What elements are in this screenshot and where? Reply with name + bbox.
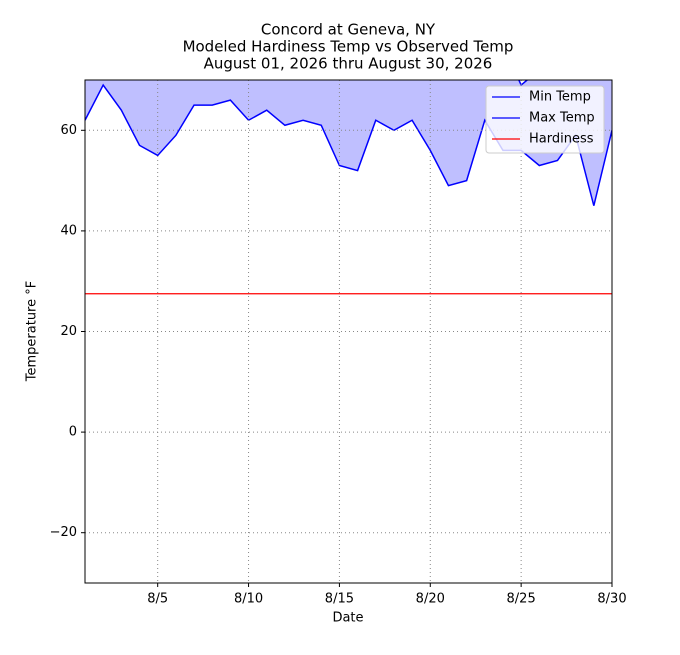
y-tick-label: −20 xyxy=(50,525,77,540)
y-tick-label: 0 xyxy=(69,425,77,440)
y-tick-label: 60 xyxy=(60,123,77,138)
x-tick-label: 8/20 xyxy=(416,592,445,607)
x-tick-label: 8/25 xyxy=(507,592,536,607)
chart-title: Concord at Geneva, NY xyxy=(261,21,436,39)
axes-frame xyxy=(84,79,613,584)
legend-box xyxy=(485,85,605,154)
x-tick-label: 8/30 xyxy=(597,592,626,607)
x-axis-label: Date xyxy=(332,611,363,626)
fill-between xyxy=(85,80,612,206)
legend-label: Hardiness xyxy=(529,132,594,147)
line xyxy=(518,80,529,87)
x-tick-label: 8/5 xyxy=(147,592,168,607)
chart-title: Modeled Hardiness Temp vs Observed Temp xyxy=(183,38,514,56)
y-tick-label: 20 xyxy=(60,324,77,339)
legend-label: Max Temp xyxy=(529,111,595,126)
x-tick-label: 8/15 xyxy=(325,592,354,607)
x-tick-label: 8/10 xyxy=(234,592,263,607)
legend-label: Min Temp xyxy=(529,90,591,105)
chart-title: August 01, 2026 thru August 30, 2026 xyxy=(204,55,493,73)
y-tick-label: 40 xyxy=(60,223,77,238)
y-axis-label: Temperature °F xyxy=(25,281,40,382)
